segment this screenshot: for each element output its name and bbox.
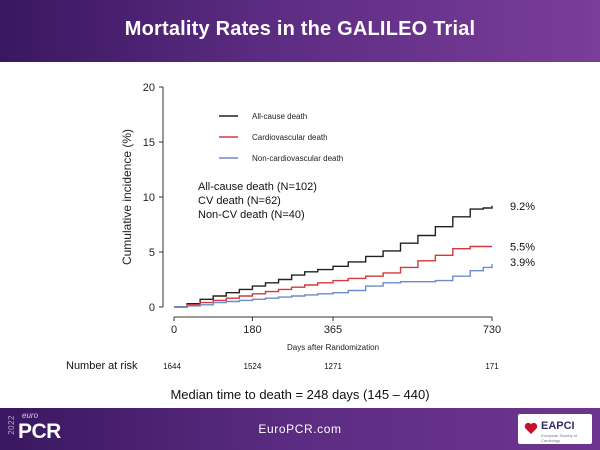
x-tick-label: 365: [324, 324, 342, 336]
y-axis-label: Cumulative incidence (%): [120, 129, 134, 265]
logo-euro: euro: [22, 411, 39, 420]
series-layer: [174, 205, 493, 308]
annotation-block: All-cause death (N=102) CV death (N=62) No…: [198, 181, 317, 221]
risk-table: Number at risk 1644 1524 1271 171: [66, 360, 499, 372]
x-axis: 0 180 365 730 Days after Randomization: [171, 316, 501, 352]
y-tick-label: 20: [143, 82, 155, 94]
x-tick-label: 0: [171, 324, 177, 336]
europcr-logo: PCR: [18, 420, 61, 443]
legend-label: Cardiovascular death: [252, 133, 328, 142]
annotation-line: CV death (N=62): [198, 195, 281, 207]
slide-header: Mortality Rates in the GALILEO Trial: [0, 0, 600, 62]
annotation-line: All-cause death (N=102): [198, 181, 317, 193]
eapci-name: EAPCI: [541, 420, 575, 432]
end-value-label: 3.9%: [510, 257, 535, 269]
series-non-cv-line: [174, 264, 493, 308]
end-value-label: 5.5%: [510, 242, 535, 254]
mortality-chart: 0 5 10 15 20 Cumulative incidence (%) 0 180 365…: [66, 82, 535, 372]
y-axis: 0 5 10 15 20 Cumulative incidence (%): [120, 82, 164, 314]
series-cv-line: [174, 245, 492, 308]
risk-value: 1271: [324, 362, 342, 371]
y-tick-label: 0: [149, 302, 155, 314]
risk-value: 171: [485, 362, 499, 371]
risk-table-label: Number at risk: [66, 360, 138, 372]
slide-footer: 2022 euro PCR EuroPCR.com EAPCI European…: [0, 408, 600, 450]
y-tick-label: 10: [143, 192, 155, 204]
end-value-label: 9.2%: [510, 201, 535, 213]
x-axis-label: Days after Randomization: [287, 343, 379, 352]
heart-icon: [524, 422, 538, 434]
slide-title: Mortality Rates in the GALILEO Trial: [124, 18, 476, 40]
end-labels: 9.2% 5.5% 3.9%: [510, 201, 535, 269]
legend-label: Non-cardiovascular death: [252, 154, 343, 163]
risk-value: 1524: [244, 362, 262, 371]
legend: All-cause death Cardiovascular death Non-c…: [219, 112, 343, 163]
x-tick-label: 180: [243, 324, 261, 336]
y-tick-label: 5: [149, 247, 155, 259]
series-all-cause-line: [174, 205, 493, 308]
legend-label: All-cause death: [252, 112, 307, 121]
eapci-subtitle: European Society of Cardiology: [541, 433, 578, 443]
y-tick-label: 15: [143, 137, 155, 149]
eapci-logo: EAPCI European Society of Cardiology: [518, 414, 592, 444]
median-time-text: Median time to death = 248 days (145 – 4…: [170, 387, 430, 402]
x-tick-label: 730: [483, 324, 501, 336]
footer-url[interactable]: EuroPCR.com: [258, 422, 342, 436]
risk-value: 1644: [163, 362, 181, 371]
annotation-line: Non-CV death (N=40): [198, 209, 305, 221]
